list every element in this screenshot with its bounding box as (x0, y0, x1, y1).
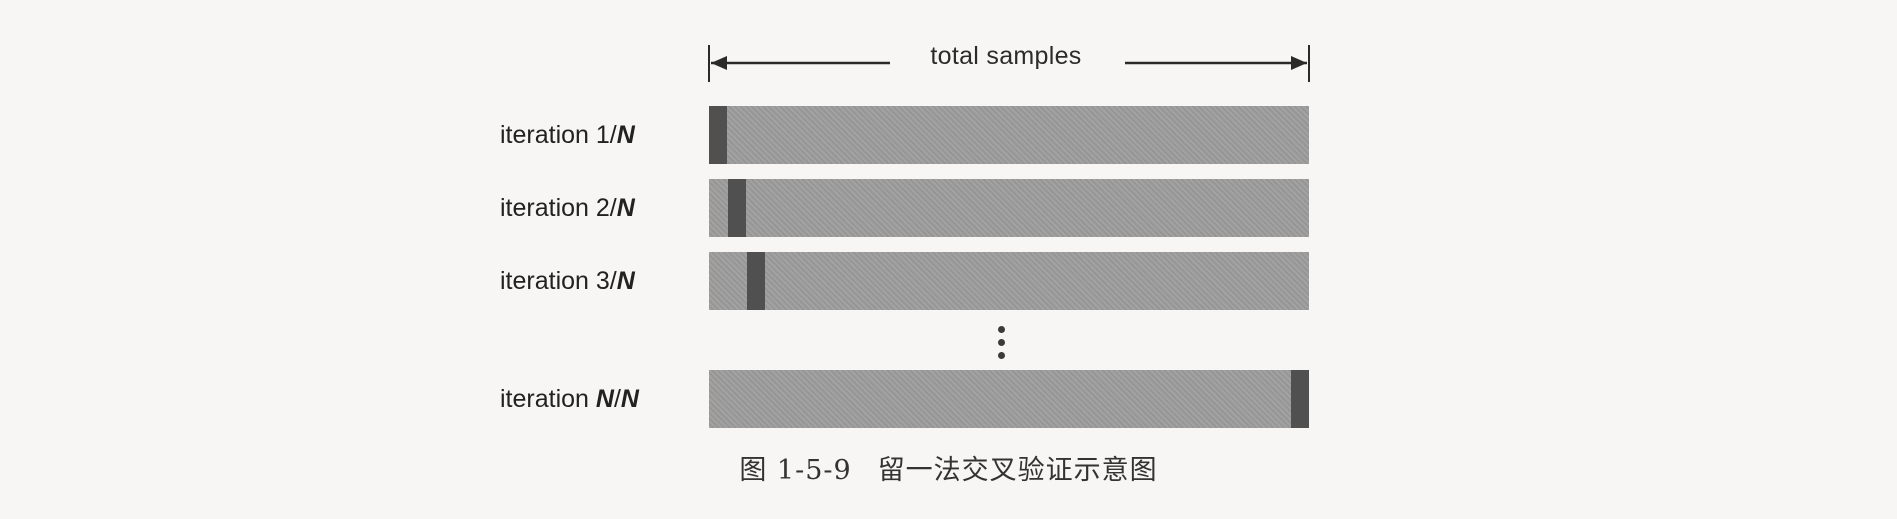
samples-bar-3 (709, 252, 1309, 310)
total-samples-label: total samples (896, 42, 1116, 71)
iteration-label-1: iteration 1/N (500, 121, 635, 149)
held-out-sample-3 (747, 252, 765, 310)
samples-bar-2 (709, 179, 1309, 237)
figure-number: 图 1-5-9 (739, 455, 852, 486)
held-out-sample-1 (709, 106, 727, 164)
iteration-label-3: iteration 3/N (500, 267, 635, 295)
iteration-label-n: iteration N/N (500, 385, 639, 413)
vertical-ellipsis (991, 326, 1011, 366)
held-out-sample-2 (728, 179, 746, 237)
held-out-sample-n (1291, 370, 1309, 428)
figure-caption-text: 留一法交叉验证示意图 (877, 455, 1158, 486)
figure-caption: 图 1-5-9 留一法交叉验证示意图 (0, 448, 1897, 487)
samples-bar-1 (709, 106, 1309, 164)
iteration-label-2: iteration 2/N (500, 194, 635, 222)
total-samples-span-arrow (708, 45, 1310, 82)
samples-bar-n (709, 370, 1309, 428)
